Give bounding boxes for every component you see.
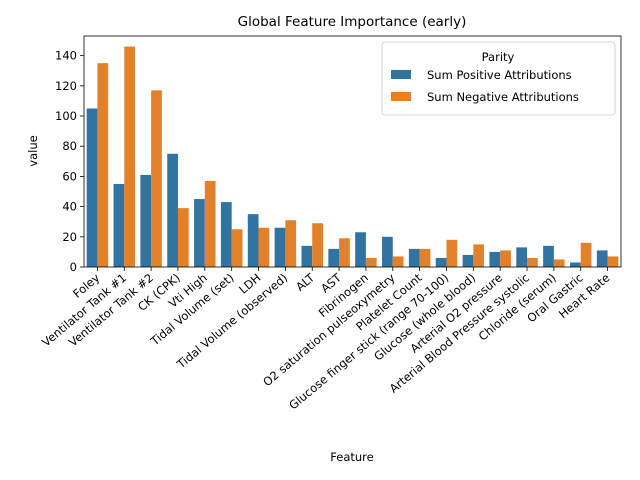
bar-positive-1 xyxy=(113,183,125,267)
bar-positive-4 xyxy=(194,199,205,267)
bar-negative-4 xyxy=(204,180,216,267)
bar-negative-3 xyxy=(177,208,189,267)
bar-positive-11 xyxy=(382,236,393,267)
bar-negative-9 xyxy=(339,238,350,267)
y-axis-title: value xyxy=(26,135,40,166)
bar-negative-14 xyxy=(473,244,485,267)
x-tick-label: ALT xyxy=(293,270,318,294)
bar-negative-5 xyxy=(231,229,243,267)
bar-negative-8 xyxy=(312,223,323,267)
legend-label-negative: Sum Negative Attributions xyxy=(427,90,579,104)
bar-positive-10 xyxy=(355,232,366,267)
y-tick-label: 60 xyxy=(62,169,77,183)
y-tick-label: 0 xyxy=(70,260,77,274)
bar-positive-7 xyxy=(274,227,286,267)
bar-positive-3 xyxy=(167,153,178,267)
bar-positive-6 xyxy=(247,214,259,267)
bar-positive-5 xyxy=(220,202,232,267)
bar-positive-19 xyxy=(596,250,608,267)
y-tick-label: 140 xyxy=(55,49,77,63)
y-tick-label: 100 xyxy=(55,109,77,123)
bar-negative-0 xyxy=(97,63,109,268)
bar-negative-10 xyxy=(365,257,377,267)
bar-negative-15 xyxy=(500,250,511,267)
bar-negative-6 xyxy=(258,227,270,267)
bar-positive-9 xyxy=(328,248,340,267)
y-tick-label: 20 xyxy=(62,230,77,244)
bar-positive-8 xyxy=(301,245,313,267)
bar-positive-15 xyxy=(489,251,501,267)
legend-title: Parity xyxy=(482,50,515,64)
bar-positive-2 xyxy=(140,174,152,267)
bar-positive-13 xyxy=(435,257,447,267)
bar-negative-1 xyxy=(124,46,136,267)
y-axis: 0 20 40 60 80 100 120 140 xyxy=(55,49,84,274)
y-tick-label: 120 xyxy=(55,79,77,93)
legend-label-positive: Sum Positive Attributions xyxy=(427,68,572,82)
plot-frame xyxy=(83,35,622,268)
chart-title: Global Feature Importance (early) xyxy=(238,14,467,30)
bar-negative-12 xyxy=(419,248,431,267)
y-tick-label: 40 xyxy=(62,200,77,214)
bar-positive-14 xyxy=(462,254,474,267)
bar-positive-17 xyxy=(543,245,554,267)
y-tick-label: 80 xyxy=(62,139,77,153)
legend-frame xyxy=(381,41,616,116)
bar-positive-16 xyxy=(516,247,528,267)
bar-negative-13 xyxy=(446,239,458,267)
bar-negative-16 xyxy=(527,257,538,267)
bar-negative-19 xyxy=(607,256,619,267)
bar-negative-2 xyxy=(151,90,162,268)
legend-swatch-positive xyxy=(391,70,411,79)
bar-positive-12 xyxy=(408,248,420,267)
legend-swatch-negative xyxy=(391,92,411,101)
bar-negative-7 xyxy=(285,220,297,267)
bar-positive-0 xyxy=(86,108,98,268)
bar-negative-18 xyxy=(580,242,592,267)
bar-positive-18 xyxy=(569,262,581,267)
bars-group xyxy=(86,46,619,268)
legend: Parity Sum Positive Attributions Sum Neg… xyxy=(381,41,616,116)
x-axis-title: Feature xyxy=(330,450,373,464)
bar-negative-11 xyxy=(392,256,404,267)
bar-negative-17 xyxy=(553,259,565,267)
